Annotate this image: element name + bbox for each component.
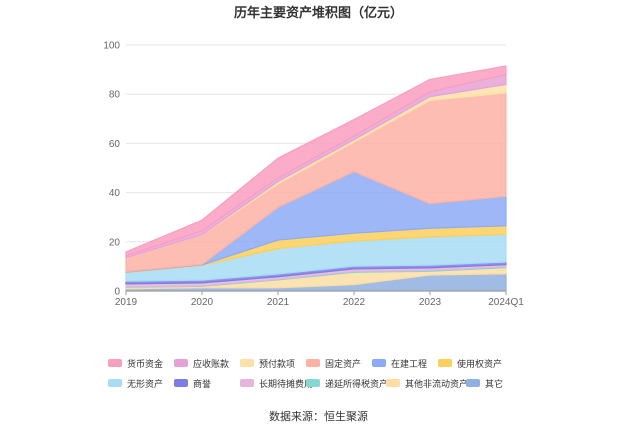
y-tick-label: 60 xyxy=(109,139,121,150)
legend-item-fixed-assets[interactable]: 固定资产 xyxy=(306,354,372,372)
legend-swatch-goodwill xyxy=(174,379,188,387)
x-tick-label: 2022 xyxy=(343,297,366,308)
legend-label: 长期待摊费用 xyxy=(259,378,314,389)
area-series-11[interactable] xyxy=(125,65,507,257)
legend-swatch-cash xyxy=(108,359,122,367)
legend-swatch-other-noncurrent xyxy=(386,379,400,387)
legend-item-intangible[interactable]: 无形资产 xyxy=(108,374,174,392)
y-tick-label: 0 xyxy=(114,287,120,298)
legend-swatch-construction xyxy=(372,359,386,367)
legend-item-other-noncurrent[interactable]: 其他非流动资产 xyxy=(386,374,469,392)
legend-label: 固定资产 xyxy=(325,358,362,369)
y-tick-label: 100 xyxy=(103,41,120,52)
legend-swatch-right-of-use xyxy=(438,359,452,367)
x-tick-label: 2019 xyxy=(115,297,138,308)
legend-item-receivables[interactable]: 应收账款 xyxy=(174,354,240,372)
y-tick-label: 20 xyxy=(109,237,121,248)
area-series xyxy=(125,65,507,292)
legend-swatch-fixed-assets xyxy=(306,359,320,367)
axes: 0 20 40 60 80 100 2019 2020 2021 2022 2023 2024Q1 xyxy=(103,41,524,309)
legend-swatch-other xyxy=(466,379,480,387)
stacked-area-chart: 历年主要资产堆积图（亿元） 0 20 40 60 80 100 2019 2020 2021 20… xyxy=(103,5,524,309)
legend-label: 应收账款 xyxy=(193,358,230,369)
legend-label: 其他非流动资产 xyxy=(405,378,469,389)
x-tick-label: 2021 xyxy=(267,297,290,308)
legend-label: 无形资产 xyxy=(127,378,164,389)
legend-label: 使用权资产 xyxy=(457,358,503,369)
legend-label: 商誉 xyxy=(193,378,212,389)
legend-row-2: 无形资产 商誉 长期待摊费用 递延所得税资产 其他非流动资产 其它 xyxy=(108,374,548,392)
legend-swatch-intangible xyxy=(108,379,122,387)
legend-label: 其它 xyxy=(485,378,504,389)
x-tick-label: 2020 xyxy=(191,297,214,308)
legend-swatch-deferred-expenses xyxy=(240,379,254,387)
legend-row-1: 货币资金 应收账款 预付款项 固定资产 在建工程 使用权资产 xyxy=(108,354,548,372)
legend-label: 预付款项 xyxy=(259,358,296,369)
legend-item-goodwill[interactable]: 商誉 xyxy=(174,374,240,392)
legend-item-deferred-tax[interactable]: 递延所得税资产 xyxy=(306,374,389,392)
legend-item-prepayments[interactable]: 预付款项 xyxy=(240,354,306,372)
legend-item-other[interactable]: 其它 xyxy=(466,374,532,392)
legend-item-construction[interactable]: 在建工程 xyxy=(372,354,438,372)
legend-swatch-prepayments xyxy=(240,359,254,367)
legend-label: 货币资金 xyxy=(127,358,164,369)
legend-swatch-deferred-tax xyxy=(306,379,320,387)
legend: 货币资金 应收账款 预付款项 固定资产 在建工程 使用权资产 无形资产 xyxy=(108,354,548,394)
x-tick-label: 2023 xyxy=(419,297,442,308)
legend-label: 递延所得税资产 xyxy=(325,378,389,389)
y-tick-label: 80 xyxy=(109,90,121,101)
legend-label: 在建工程 xyxy=(391,358,428,369)
legend-item-right-of-use[interactable]: 使用权资产 xyxy=(438,354,504,372)
legend-item-cash[interactable]: 货币资金 xyxy=(108,354,174,372)
legend-swatch-receivables xyxy=(174,359,188,367)
x-tick-label: 2024Q1 xyxy=(488,297,524,308)
chart-title: 历年主要资产堆积图（亿元） xyxy=(234,5,403,20)
y-tick-label: 40 xyxy=(109,188,121,199)
legend-item-deferred-expenses[interactable]: 长期待摊费用 xyxy=(240,374,313,392)
data-source-note: 数据来源：恒生聚源 xyxy=(269,411,368,423)
